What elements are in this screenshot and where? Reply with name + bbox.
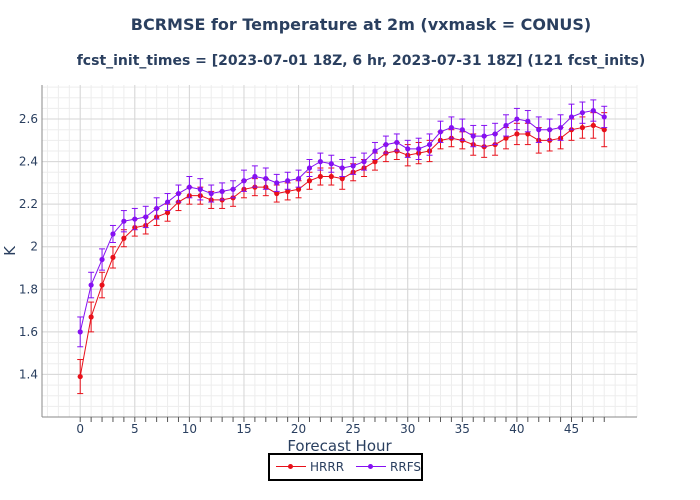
legend-label-rrfs: RRFS [390,460,422,474]
point-hrrr [121,235,127,241]
point-hrrr [88,314,94,320]
point-hrrr [339,176,345,182]
legend-item-hrrr: HRRR [276,460,344,474]
point-rrfs [350,163,356,169]
point-hrrr [99,282,105,288]
point-hrrr [372,159,378,165]
y-tick-label: 1.6 [19,325,38,339]
point-rrfs [263,176,269,182]
point-rrfs [470,133,476,139]
point-rrfs [481,133,487,139]
x-tick-label: 5 [131,422,139,436]
point-rrfs [164,199,171,205]
point-rrfs [132,216,138,222]
point-rrfs [208,190,214,197]
point-hrrr [274,190,280,197]
point-rrfs [503,122,509,129]
point-rrfs [492,131,498,137]
point-rrfs [459,127,465,133]
point-rrfs [143,214,149,220]
point-rrfs [252,173,258,180]
point-rrfs [154,205,160,212]
y-axis-title: K [1,245,19,256]
point-hrrr [306,178,313,184]
legend-label-hrrr: HRRR [310,460,345,474]
point-hrrr [514,131,520,137]
legend-swatch-hrrr [276,462,306,472]
point-rrfs [110,231,116,237]
point-rrfs [579,110,586,116]
point-hrrr [164,210,171,216]
point-rrfs [306,165,313,171]
point-hrrr [328,173,334,180]
point-hrrr [285,188,291,195]
point-rrfs [568,114,575,120]
point-rrfs [601,114,607,120]
x-tick-label: 25 [346,422,361,436]
point-rrfs [416,146,422,152]
point-rrfs [383,141,389,148]
legend-swatch-rrfs [356,462,387,472]
point-hrrr [503,135,509,141]
chart-title: BCRMSE for Temperature at 2m (vxmask = C… [130,15,592,34]
point-rrfs [186,184,192,190]
point-hrrr [77,373,83,380]
chart-subtitle: fcst_init_times = [2023-07-01 18Z, 6 hr,… [76,53,646,69]
point-rrfs [241,178,247,184]
y-tick-label: 2.2 [19,197,38,211]
point-rrfs [547,127,553,133]
x-tick-label: 40 [509,422,524,436]
point-rrfs [317,159,323,165]
point-rrfs [99,256,105,263]
point-rrfs [557,124,564,131]
point-rrfs [197,186,203,192]
y-tick-label: 2.6 [19,112,38,126]
point-hrrr [110,254,116,260]
point-rrfs [394,139,400,146]
legend: HRRR RRFS [268,453,423,481]
point-rrfs [175,190,182,197]
x-tick-label: 20 [291,422,306,436]
point-rrfs [285,178,291,184]
x-tick-label: 35 [455,422,470,436]
point-rrfs [88,282,94,288]
point-rrfs [328,161,334,167]
point-rrfs [372,148,378,154]
point-rrfs [405,146,411,152]
point-rrfs [295,176,302,182]
point-rrfs [514,116,520,122]
point-rrfs [536,127,542,133]
point-rrfs [437,129,444,135]
y-tick-label: 1.8 [19,282,38,296]
point-rrfs [426,141,433,148]
point-rrfs [219,188,225,195]
point-rrfs [77,329,83,335]
y-tick-label: 2 [30,240,38,254]
point-rrfs [361,159,367,165]
point-hrrr [601,127,607,133]
point-rrfs [230,186,236,192]
x-tick-label: 30 [400,422,415,436]
point-rrfs [274,180,280,186]
point-rrfs [339,165,345,171]
y-tick-label: 1.4 [19,367,38,381]
x-tick-label: 10 [182,422,197,436]
point-rrfs [590,107,596,114]
x-tick-label: 0 [76,422,84,436]
x-tick-label: 15 [236,422,251,436]
x-tick-label: 45 [564,422,579,436]
y-tick-label: 2.4 [19,155,38,169]
point-rrfs [448,124,455,131]
legend-item-rrfs: RRFS [356,460,421,474]
point-hrrr [525,131,531,137]
point-hrrr [295,186,302,192]
point-hrrr [579,124,586,131]
point-hrrr [317,173,323,180]
point-rrfs [121,218,127,224]
x-axis-title: Forecast Hour [287,437,392,455]
point-hrrr [590,122,596,129]
point-rrfs [525,118,531,124]
